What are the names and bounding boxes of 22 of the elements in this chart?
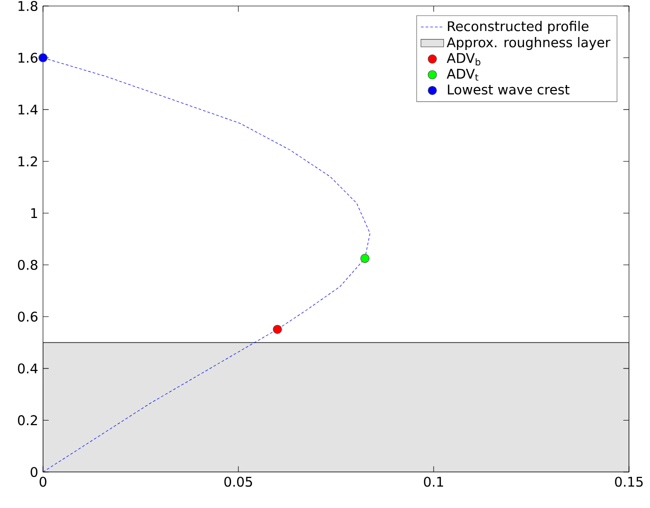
- y-tick-label: 0.6: [18, 312, 38, 322]
- y-tick-label: 0: [30, 466, 38, 478]
- legend-label: ADV$_{b}$: [446, 53, 480, 66]
- y-tick-label: 0.2: [18, 415, 37, 426]
- y-tick-label: 0.4: [18, 363, 38, 374]
- y-tick-label: 1.2: [18, 156, 37, 166]
- x-tick-label: 0.05: [224, 476, 252, 487]
- y-tick-label: 1.4: [18, 104, 38, 114]
- legend-label: Approx. roughness layer: [446, 37, 610, 50]
- y-tick-label: 1.6: [18, 52, 38, 63]
- legend-label: Lowest wave crest: [448, 84, 570, 95]
- x-tick-label: 0.1: [424, 476, 444, 487]
- y-tick-label: 0.8: [18, 260, 38, 270]
- y-tick-label: 1: [31, 208, 38, 218]
- point: [272, 324, 282, 334]
- point: [38, 53, 48, 62]
- y-tick-label: 1.8: [18, 0, 38, 12]
- legend-label: ADV$_{t}$: [446, 68, 478, 81]
- x-tick-label: 0: [40, 476, 46, 487]
- point: [360, 254, 370, 263]
- x-tick-label: 0.15: [615, 476, 643, 487]
- legend-label: Reconstructed profile: [448, 20, 588, 34]
